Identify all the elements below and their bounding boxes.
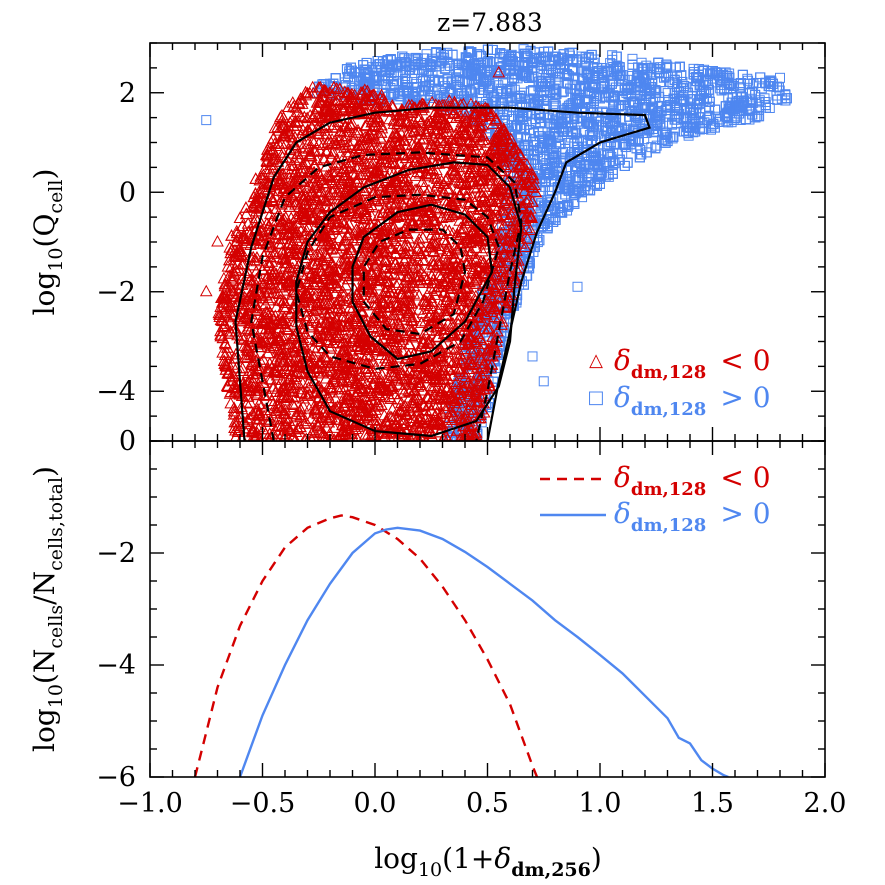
scatter-point-square xyxy=(674,61,685,72)
scatter-point-square xyxy=(688,63,699,74)
scatter-point-square xyxy=(674,61,685,72)
scatter-point-square xyxy=(619,160,630,171)
scatter-point-square xyxy=(674,61,685,72)
scatter-point-square xyxy=(611,62,622,73)
scatter-point-square xyxy=(688,82,699,93)
scatter-point-square xyxy=(753,97,764,108)
scatter-point-square xyxy=(619,160,630,171)
scatter-point-square xyxy=(557,193,568,204)
scatter-point-square xyxy=(662,88,673,99)
scatter-point-square xyxy=(688,82,699,93)
scatter-point-square xyxy=(674,61,685,72)
scatter-point-square xyxy=(558,86,569,97)
scatter-point-square xyxy=(627,53,638,64)
scatter-point-square xyxy=(728,115,739,126)
scatter-points xyxy=(199,44,792,441)
scatter-point-square xyxy=(361,65,372,76)
scatter-point-square xyxy=(550,74,561,85)
scatter-point-square xyxy=(688,82,699,93)
scatter-point-square xyxy=(743,75,754,86)
scatter-point-square xyxy=(619,160,630,171)
scatter-point-square xyxy=(627,59,638,70)
chart-title: z=7.883 xyxy=(437,8,543,37)
scatter-panel: 20−2−4 log10(Qcell) △ δdm,128 < 0 □ δdm,1… xyxy=(28,42,826,442)
scatter-point-square xyxy=(505,101,516,112)
scatter-point-square xyxy=(344,66,355,77)
scatter-point-square xyxy=(627,59,638,70)
scatter-point-square xyxy=(716,85,727,96)
scatter-point-square xyxy=(477,286,488,297)
scatter-point-square xyxy=(688,82,699,93)
scatter-point-square xyxy=(627,59,638,70)
scatter-point-square xyxy=(552,78,563,89)
